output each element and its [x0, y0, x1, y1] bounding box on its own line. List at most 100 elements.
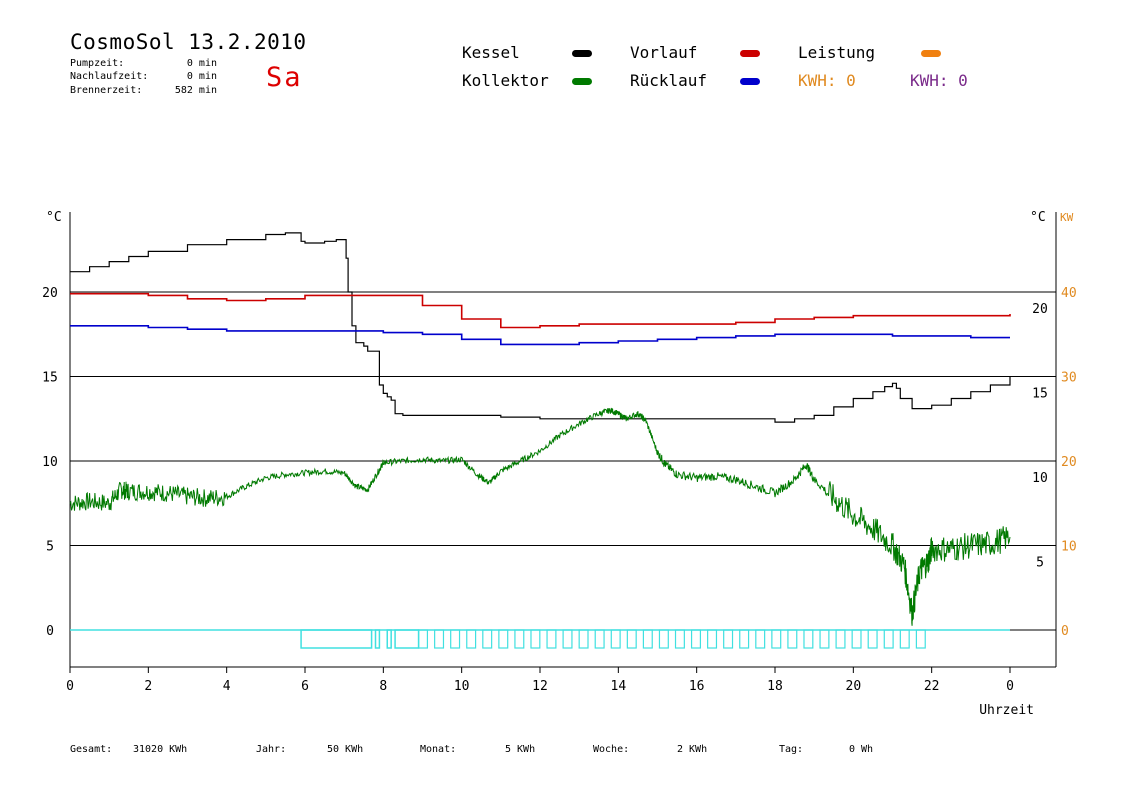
pump-pulse [578, 629, 589, 649]
legend-leistung-label: Leistung [798, 43, 876, 62]
y-tick-label-left: 0 [46, 624, 54, 639]
stat-label-pumpzeit: Pumpzeit: [70, 58, 125, 69]
footer-woche-label: Woche: [593, 744, 630, 755]
y-tick-label-right: 20 [1032, 302, 1048, 317]
legend-ruecklauf-swatch [740, 78, 760, 85]
y-tick-label-left: 5 [46, 540, 54, 555]
x-tick-label: 16 [689, 679, 705, 694]
footer-monat-value: 5 KWh [505, 744, 536, 755]
pump-pulse [466, 629, 477, 649]
y-tick-label-right: 10 [1032, 471, 1048, 486]
x-tick-label: 0 [66, 679, 74, 694]
footer-tag-value: 0 Wh [849, 744, 874, 755]
x-tick-label: 4 [223, 679, 231, 694]
series-line-kollektor [69, 407, 1011, 626]
series-line-ruecklauf [70, 324, 1010, 346]
pump-pulse [642, 629, 653, 649]
pump-pulse [690, 629, 702, 649]
kw-tick-label: 30 [1061, 371, 1077, 386]
x-tick-label: 12 [532, 679, 548, 694]
pump-pulse [417, 629, 429, 649]
y-tick-label-left: 20 [42, 286, 58, 301]
x-tick-label: 18 [767, 679, 783, 694]
x-tick-label: 20 [846, 679, 862, 694]
series-line-kessel [70, 232, 1011, 423]
kw-tick-label: 0 [1061, 624, 1069, 639]
pump-block [300, 629, 373, 649]
footer-jahr-label: Jahr: [256, 744, 287, 755]
weekday-label: Sa [266, 62, 303, 93]
series-line-vorlauf [70, 292, 1011, 329]
pump-pulse [530, 629, 541, 649]
pump-block [394, 629, 420, 649]
footer-woche-value: 2 KWh [677, 744, 708, 755]
footer-gesamt-value: 31020 KWh [133, 744, 188, 755]
stat-label-brennerzeit: Brennerzeit: [70, 85, 143, 96]
stat-value-nachlaufzeit: 0 min [186, 71, 217, 82]
pump-pulse [434, 629, 445, 649]
y-tick-label-right: 5 [1036, 556, 1044, 571]
pump-pulse [819, 629, 830, 649]
pump-pulse [835, 629, 846, 649]
legend-vorlauf-label: Vorlauf [630, 43, 698, 62]
stat-value-brennerzeit: 582 min [174, 85, 217, 96]
pump-block [374, 629, 381, 649]
pump-pulse [498, 629, 509, 649]
pump-pulse [723, 629, 734, 649]
pump-pulse [739, 629, 750, 649]
x-tick-label: 6 [301, 679, 309, 694]
pump-pulse [851, 629, 862, 649]
y-unit-left: °C [46, 210, 62, 225]
y-unit-right: °C [1030, 210, 1046, 225]
x-tick-label: 22 [924, 679, 940, 694]
pump-pulse [899, 629, 910, 649]
x-tick-label: 14 [611, 679, 627, 694]
y-tick-label-left: 15 [42, 371, 58, 386]
pump-block [386, 629, 392, 649]
x-axis-label: Uhrzeit [979, 703, 1034, 718]
kw-unit-label: KW [1060, 211, 1074, 224]
pump-pulse [787, 629, 798, 649]
legend-leistung-swatch [921, 50, 941, 57]
x-tick-label: 0 [1006, 679, 1014, 694]
pump-pulse [514, 629, 525, 649]
kw-tick-label: 40 [1061, 286, 1077, 301]
y-tick-label-left: 10 [42, 455, 58, 470]
kw-tick-label: 10 [1061, 540, 1077, 555]
footer-jahr-value: 50 KWh [327, 744, 364, 755]
legend-ruecklauf-label: Rücklauf [630, 71, 708, 90]
page-title: CosmoSol 13.2.2010 [70, 30, 307, 54]
pump-pulse [674, 629, 685, 649]
pump-pulse [562, 629, 573, 649]
legend-kwh-leistung: KWH: 0 [798, 71, 856, 90]
pump-pulse [482, 629, 493, 649]
pump-pulse [867, 629, 878, 649]
pump-pulse [803, 629, 814, 649]
pump-pulse [915, 629, 926, 649]
pump-pulse [626, 629, 637, 649]
y-tick-label-right: 15 [1032, 387, 1048, 402]
pump-pulse [546, 629, 557, 649]
x-tick-label: 8 [379, 679, 387, 694]
kw-tick-label: 20 [1061, 455, 1077, 470]
pump-pulse [594, 629, 605, 649]
stat-label-nachlaufzeit: Nachlaufzeit: [70, 71, 149, 82]
footer-monat-label: Monat: [420, 744, 457, 755]
legend-kessel-swatch [572, 50, 592, 57]
footer-tag-label: Tag: [779, 744, 804, 755]
stat-value-pumpzeit: 0 min [186, 58, 217, 69]
pump-pulse [450, 629, 461, 649]
x-tick-label: 10 [454, 679, 470, 694]
pump-pulse [658, 629, 669, 649]
legend-kollektor-label: Kollektor [462, 71, 549, 90]
pump-pulse [610, 629, 621, 649]
legend-kwh-secondary: KWH: 0 [910, 71, 968, 90]
legend-vorlauf-swatch [740, 50, 760, 57]
legend-kessel-label: Kessel [462, 43, 520, 62]
pump-pulse [707, 629, 718, 649]
pump-pulse [883, 629, 894, 649]
x-tick-label: 2 [144, 679, 152, 694]
legend-kollektor-swatch [572, 78, 592, 85]
pump-pulse [771, 629, 782, 649]
